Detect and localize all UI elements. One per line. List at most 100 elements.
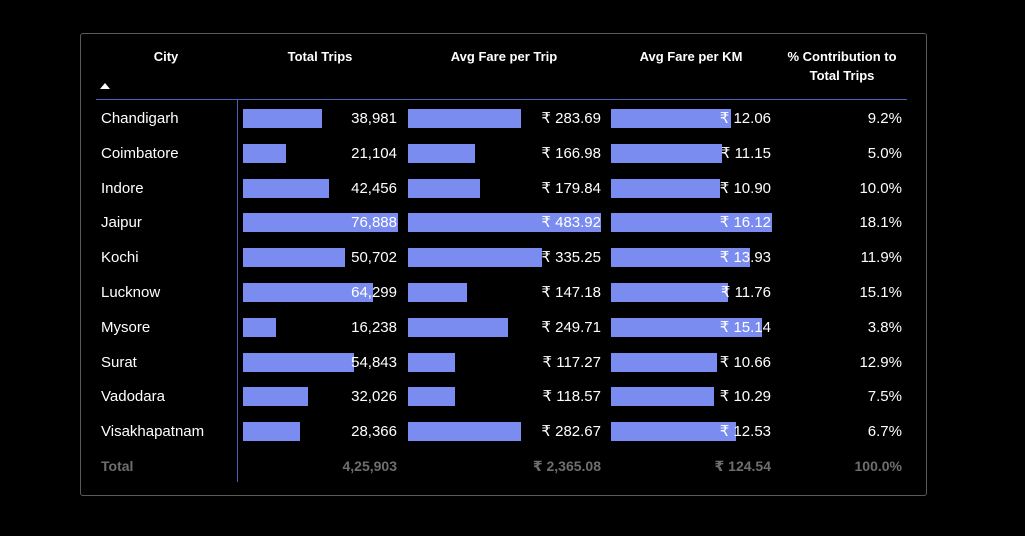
data-bar-trips — [243, 283, 373, 302]
city-cell: Kochi — [101, 249, 139, 267]
total-trips-cell: 4,25,903 — [342, 458, 398, 474]
contribution-cell: 6.7% — [867, 423, 902, 441]
contribution-cell: 10.0% — [859, 179, 902, 197]
data-bar-fare-trip — [408, 317, 508, 337]
fare-trip-cell: ₹ 483.92 — [541, 214, 601, 232]
total-row: Total 4,25,903 ₹ 2,365.08 ₹ 124.54 100.0… — [0, 449, 1025, 484]
contribution-cell: 7.5% — [867, 388, 902, 406]
contribution-cell: 18.1% — [859, 214, 902, 232]
data-bar-fare-trip — [408, 422, 521, 442]
data-bar-fare-km — [611, 352, 718, 372]
data-bar-trips — [243, 248, 346, 268]
trips-cell: 32,026 — [351, 388, 397, 406]
column-divider — [237, 100, 238, 482]
fare-km-cell: ₹ 11.76 — [720, 284, 771, 301]
contribution-cell: 11.9% — [860, 249, 902, 267]
data-bar-fare-km — [611, 178, 720, 198]
trips-cell: 54,843 — [351, 353, 397, 371]
data-bar-fare-trip — [408, 143, 475, 163]
sort-ascending-icon[interactable] — [100, 83, 110, 89]
fare-trip-cell: ₹ 249.71 — [541, 318, 601, 336]
total-label: Total — [101, 458, 134, 474]
total-fare-trip-cell: ₹ 2,365.08 — [532, 458, 601, 474]
table-row[interactable]: Vadodara 32,026 ₹ 118.57 ₹ 10.29 7.5% — [0, 379, 1025, 414]
fare-trip-cell: ₹ 282.67 — [541, 423, 601, 441]
table-row[interactable]: Surat 54,843 ₹ 117.27 ₹ 10.66 12.9% — [0, 345, 1025, 380]
fare-km-cell: ₹ 10.90 — [719, 179, 771, 197]
header-divider — [96, 99, 907, 100]
data-bar-trips — [243, 352, 354, 372]
data-bar-trips — [243, 317, 276, 337]
header-contribution[interactable]: % Contribution to Total Trips — [772, 47, 912, 85]
fare-trip-cell: ₹ 118.57 — [542, 388, 601, 406]
fare-trip-cell: ₹ 117.27 — [542, 353, 601, 371]
table-row[interactable]: Indore 42,456 ₹ 179.84 ₹ 10.90 10.0% — [0, 171, 1025, 206]
trips-cell: 28,366 — [351, 423, 397, 441]
data-bar-fare-km — [611, 109, 732, 128]
contribution-cell: 9.2% — [867, 110, 902, 127]
fare-km-cell: ₹ 11.15 — [720, 144, 771, 162]
total-contribution-cell: 100.0% — [854, 458, 902, 474]
header-total-trips[interactable]: Total Trips — [287, 49, 353, 64]
data-bar-fare-km — [611, 387, 714, 407]
fare-km-cell: ₹ 10.66 — [719, 353, 771, 371]
fare-km-cell: ₹ 10.29 — [719, 388, 771, 406]
header-contribution-line2: Total Trips — [809, 68, 875, 83]
fare-trip-cell: ₹ 335.25 — [541, 249, 601, 267]
data-bar-fare-trip — [408, 213, 601, 233]
table-row[interactable]: Mysore 16,238 ₹ 249.71 ₹ 15.14 3.8% — [0, 310, 1025, 345]
fare-trip-cell: ₹ 179.84 — [541, 179, 601, 197]
data-bar-fare-trip — [408, 283, 467, 302]
trips-cell: 76,888 — [351, 214, 397, 232]
header-contribution-line1: % Contribution to — [787, 49, 897, 64]
data-bar-fare-trip — [408, 352, 455, 372]
fare-trip-cell: ₹ 283.69 — [541, 110, 601, 127]
trips-cell: 38,981 — [351, 110, 397, 127]
table-row[interactable]: Kochi 50,702 ₹ 335.25 ₹ 13.93 11.9% — [0, 240, 1025, 275]
contribution-cell: 3.8% — [867, 318, 902, 336]
data-bar-fare-km — [611, 248, 751, 268]
trips-cell: 64,299 — [351, 284, 397, 301]
table-row[interactable]: Coimbatore 21,104 ₹ 166.98 ₹ 11.15 5.0% — [0, 136, 1025, 171]
data-bar-fare-trip — [408, 387, 456, 407]
data-bar-fare-km — [611, 213, 772, 233]
city-cell: Vadodara — [101, 388, 165, 406]
data-bar-fare-km — [611, 317, 763, 337]
fare-km-cell: ₹ 16.12 — [719, 214, 771, 232]
fare-trip-cell: ₹ 147.18 — [541, 284, 601, 301]
data-bar-fare-trip — [408, 248, 542, 268]
city-cell: Visakhapatnam — [101, 423, 205, 441]
data-bar-fare-trip — [408, 178, 480, 198]
data-bar-trips — [243, 213, 398, 233]
header-city[interactable]: City — [153, 49, 179, 64]
data-bar-trips — [243, 422, 301, 442]
data-bar-fare-km — [611, 283, 729, 302]
city-cell: Coimbatore — [101, 144, 179, 162]
contribution-cell: 5.0% — [867, 144, 902, 162]
city-cell: Jaipur — [101, 214, 142, 232]
data-bar-fare-trip — [408, 109, 522, 128]
data-bar-trips — [243, 109, 322, 128]
fare-trip-cell: ₹ 166.98 — [541, 144, 601, 162]
trips-cell: 16,238 — [351, 318, 397, 336]
trips-cell: 21,104 — [351, 144, 397, 162]
data-bar-fare-km — [611, 422, 737, 442]
fare-km-cell: ₹ 12.06 — [719, 110, 771, 127]
fare-km-cell: ₹ 15.14 — [719, 318, 771, 336]
table-row[interactable]: Chandigarh 38,981 ₹ 283.69 ₹ 12.06 9.2% — [0, 101, 1025, 136]
contribution-cell: 15.1% — [859, 284, 902, 301]
city-cell: Surat — [101, 353, 137, 371]
data-bar-trips — [243, 387, 308, 407]
trips-cell: 42,456 — [351, 179, 397, 197]
table-row[interactable]: Jaipur 76,888 ₹ 483.92 ₹ 16.12 18.1% — [0, 205, 1025, 240]
header-avg-fare-per-km[interactable]: Avg Fare per KM — [639, 49, 743, 64]
city-cell: Mysore — [101, 318, 151, 336]
data-bar-fare-km — [611, 143, 723, 163]
table-row[interactable]: Lucknow 64,299 ₹ 147.18 ₹ 11.76 15.1% — [0, 275, 1025, 310]
fare-km-cell: ₹ 12.53 — [719, 423, 771, 441]
data-bar-trips — [243, 143, 286, 163]
header-avg-fare-per-trip[interactable]: Avg Fare per Trip — [450, 49, 558, 64]
city-cell: Indore — [101, 179, 144, 197]
contribution-cell: 12.9% — [859, 353, 902, 371]
table-row[interactable]: Visakhapatnam 28,366 ₹ 282.67 ₹ 12.53 6.7% — [0, 414, 1025, 449]
